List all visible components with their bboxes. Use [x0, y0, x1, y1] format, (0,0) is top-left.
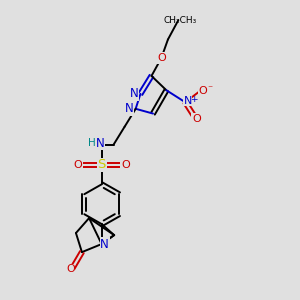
- Text: O: O: [121, 160, 130, 170]
- Text: O: O: [74, 160, 82, 170]
- Text: N: N: [183, 96, 192, 106]
- Text: O: O: [199, 86, 208, 96]
- Text: O: O: [157, 53, 166, 63]
- Text: N: N: [125, 102, 134, 115]
- Text: CH₂CH₃: CH₂CH₃: [163, 16, 196, 25]
- Text: S: S: [98, 158, 106, 171]
- Text: N: N: [96, 136, 104, 150]
- Text: ⁻: ⁻: [207, 84, 212, 94]
- Text: +: +: [190, 95, 198, 104]
- Text: H: H: [88, 138, 96, 148]
- Text: N: N: [100, 238, 109, 250]
- Text: O: O: [192, 114, 201, 124]
- Text: N: N: [130, 87, 138, 101]
- Text: O: O: [66, 264, 75, 274]
